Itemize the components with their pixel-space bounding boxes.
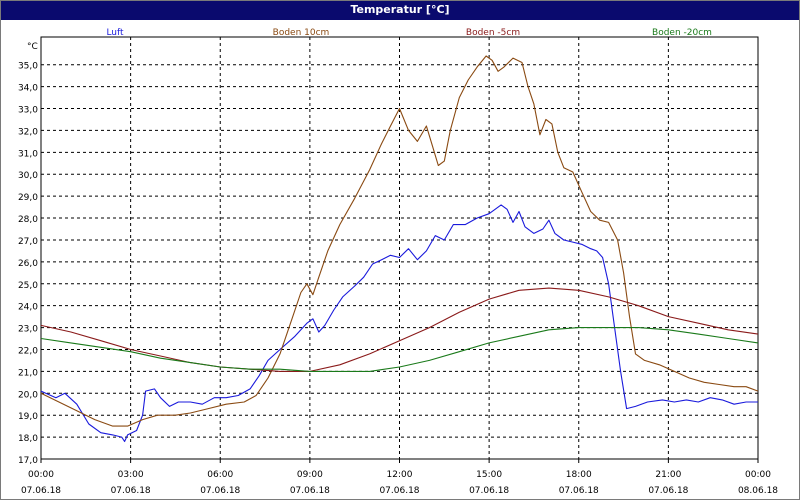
y-tick-label: 34,0 [18,84,38,94]
y-tick-label: 23,0 [18,325,38,335]
x-tick-time: 06:00 [207,470,233,480]
x-tick-date: 07.06.18 [200,486,240,496]
y-tick-label: 25,0 [18,281,38,291]
y-tick-label: 18,0 [18,434,38,444]
y-tick-label: 19,0 [18,412,38,422]
x-tick-time: 21:00 [655,470,681,480]
y-tick-label: 20,0 [18,390,38,400]
grid [40,36,759,463]
legend-item-boden-10cm: Boden 10cm [273,28,330,38]
y-tick-label: 21,0 [18,368,38,378]
y-tick-label: 29,0 [18,193,38,203]
x-tick-date: 07.06.18 [111,486,151,496]
x-tick-date: 08.06.18 [738,486,778,496]
series-line-boden-5cm [40,287,759,372]
x-tick-date: 07.06.18 [21,486,61,496]
y-tick-label: 28,0 [18,215,38,225]
x-tick-time: 03:00 [118,470,144,480]
y-tick-label: 30,0 [18,171,38,181]
y-tick-label: 32,0 [18,127,38,137]
x-tick-date: 07.06.18 [648,486,688,496]
legend-item-boden-5cm: Boden -5cm [466,28,520,38]
x-axis: 00:00 07.06.18 03:00 07.06.18 06:00 07.06.18 0… [21,470,778,496]
series-line-luft [40,204,758,443]
y-tick-label: 31,0 [18,149,38,159]
y-tick-label: 17,0 [18,456,38,466]
legend-item-luft: Luft [106,28,124,38]
x-tick-time: 18:00 [566,470,592,480]
legend-item-boden-20cm: Boden -20cm [652,28,712,38]
y-tick-label: 22,0 [18,346,38,356]
y-tick-label: 33,0 [18,106,38,116]
x-tick-date: 07.06.18 [469,486,509,496]
series-lines [40,55,759,443]
y-axis: 17,0 18,0 19,0 20,0 21,0 22,0 23,0 24,0 25,0 26,0… [18,62,38,466]
y-tick-label: 35,0 [18,62,38,72]
x-tick-date: 07.06.18 [290,486,330,496]
y-tick-label: 24,0 [18,303,38,313]
x-tick-time: 00:00 [28,470,54,480]
x-tick-date: 07.06.18 [379,486,419,496]
series-line-boden-20cm [40,327,759,372]
x-tick-time: 15:00 [476,470,502,480]
x-tick-time: 00:00 [745,470,771,480]
x-tick-time: 12:00 [387,470,413,480]
x-tick-time: 09:00 [297,470,323,480]
chart-title: Temperatur [°C] [1,1,799,20]
y-axis-label: °C [27,42,38,52]
y-tick-label: 26,0 [18,259,38,269]
series-line-boden-10cm [40,55,759,427]
x-tick-date: 07.06.18 [559,486,599,496]
legend: Luft Boden 10cm Boden -5cm Boden -20cm [106,28,712,38]
y-tick-label: 27,0 [18,237,38,247]
